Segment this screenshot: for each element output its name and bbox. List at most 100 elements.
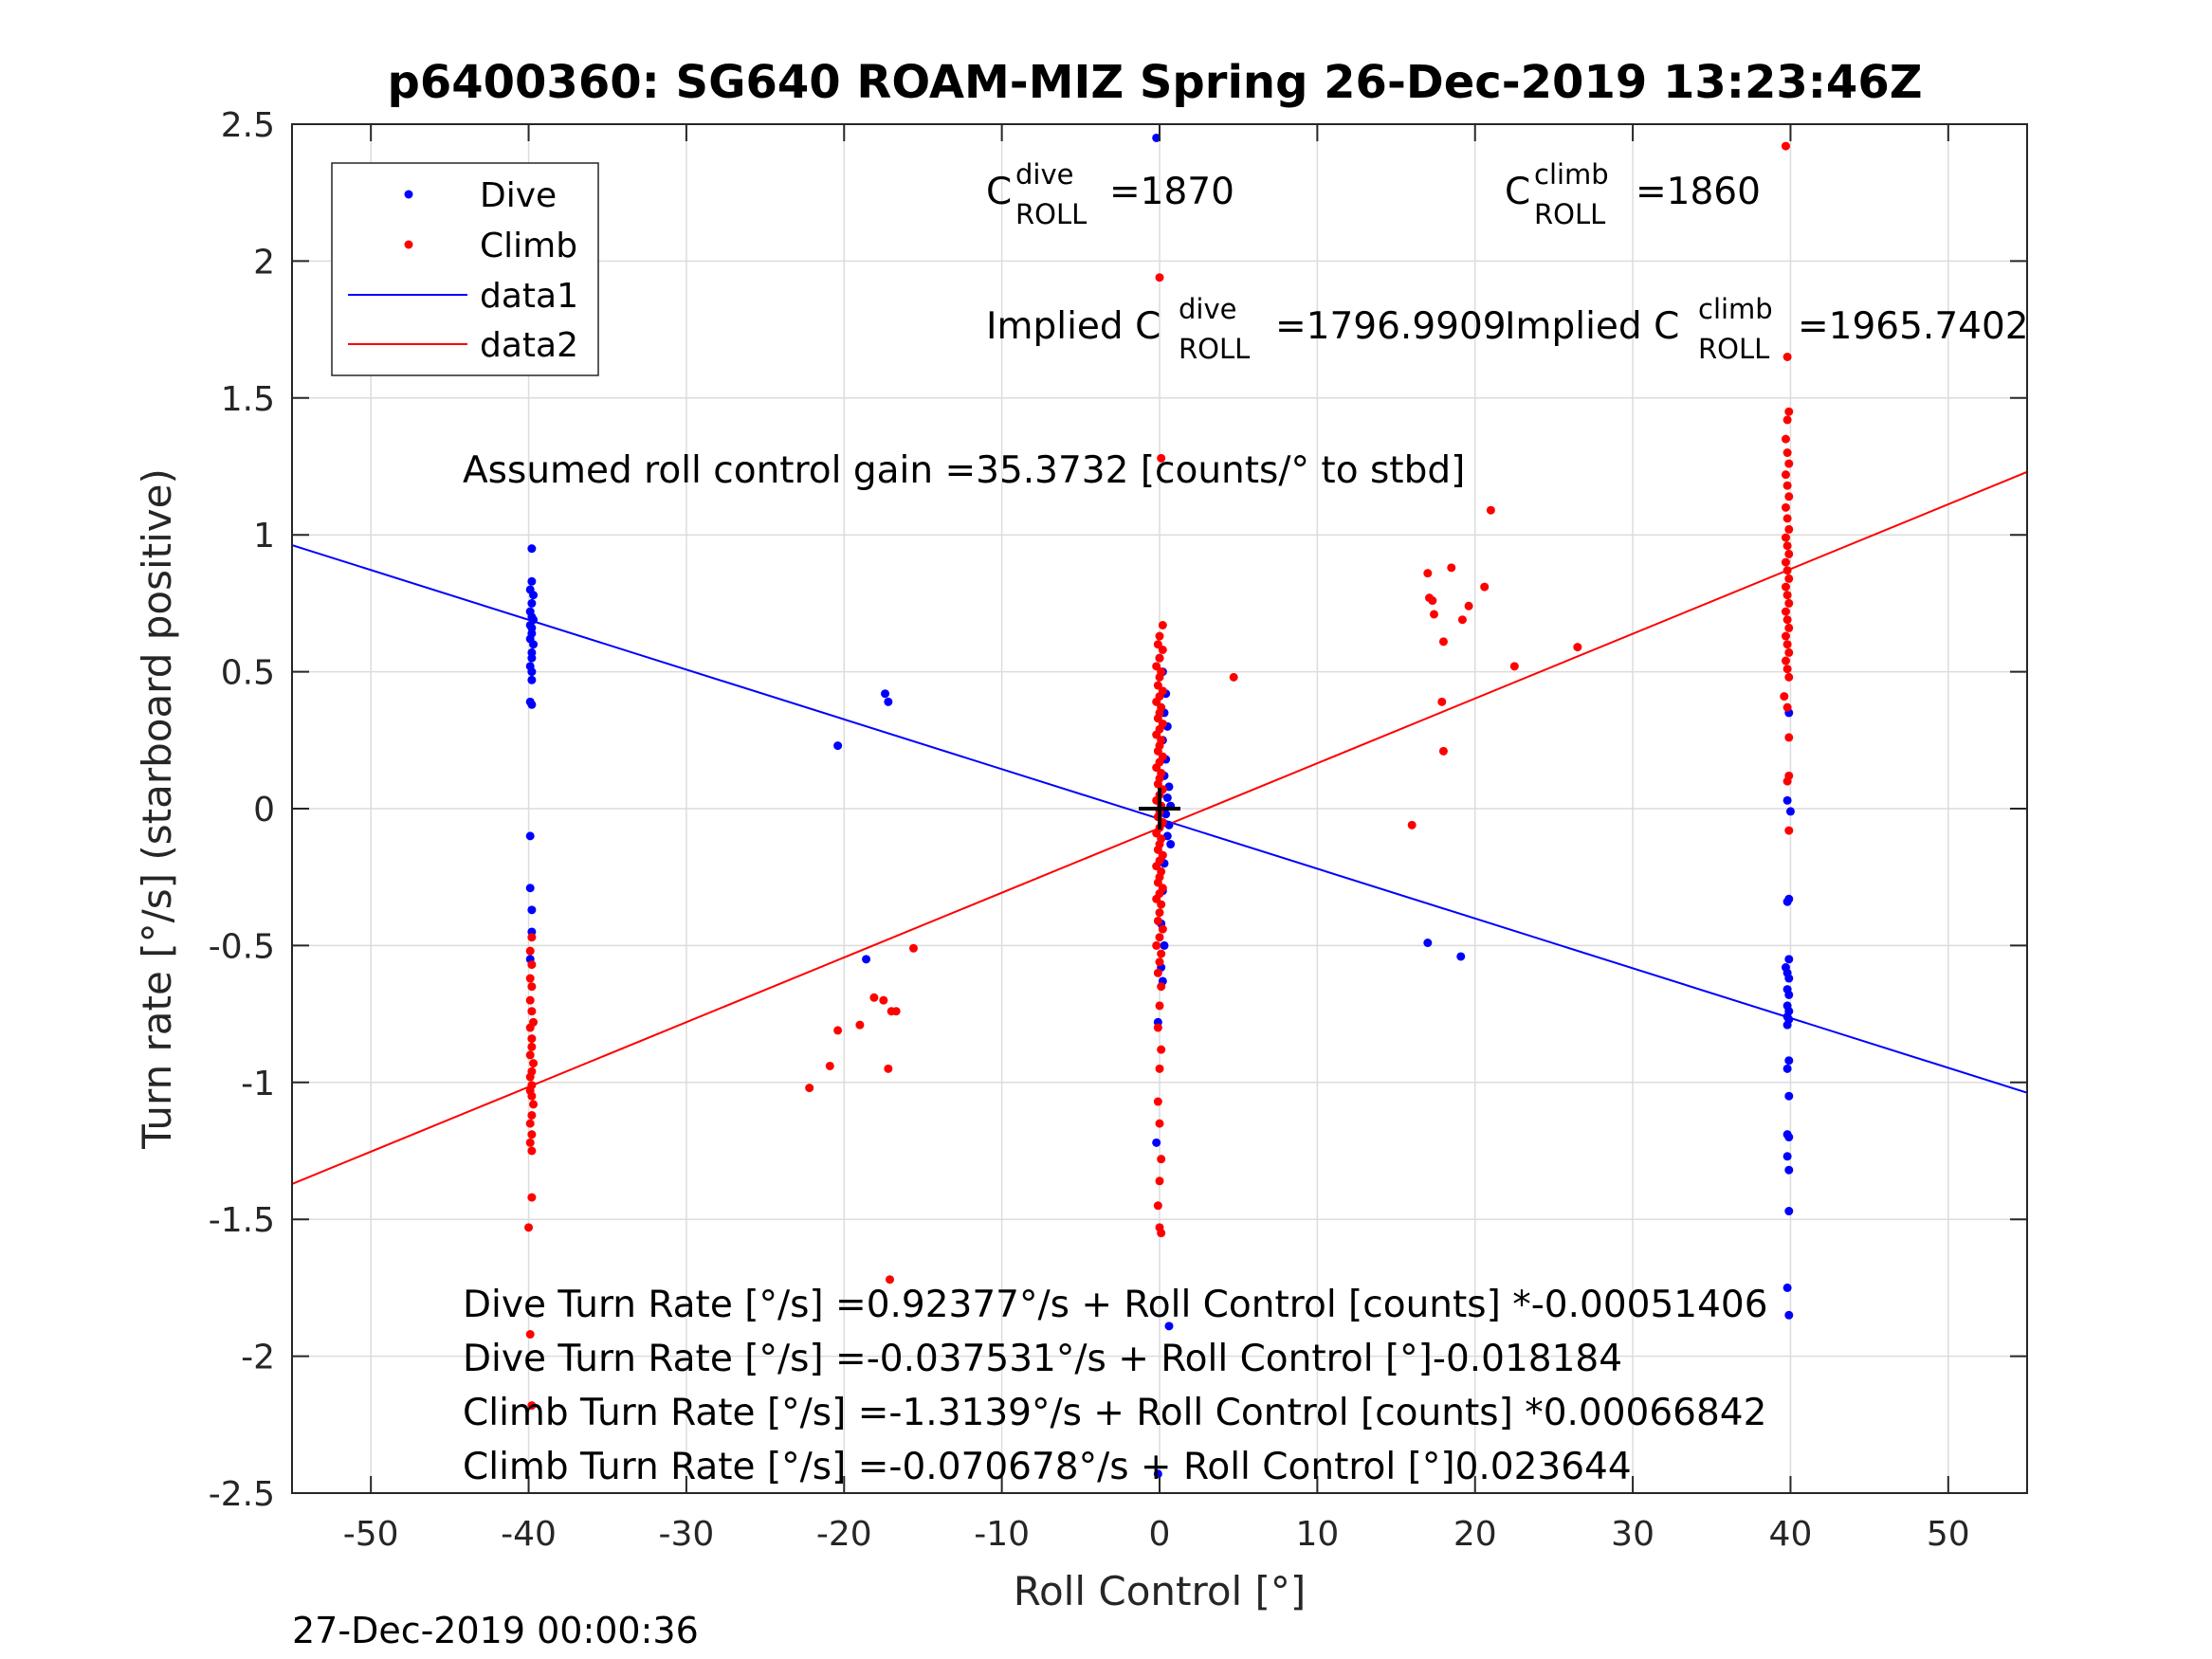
dive-point: [1784, 1091, 1794, 1101]
climb-point: [1438, 637, 1448, 647]
climb-point: [833, 1026, 843, 1035]
climb-point: [525, 1023, 535, 1032]
climb-point: [1782, 702, 1792, 712]
dive-point: [884, 697, 893, 706]
implied-climb-sup: climb: [1698, 293, 1773, 325]
climb-point: [1155, 672, 1164, 682]
climb-point: [1781, 470, 1790, 480]
dive-point: [1782, 897, 1792, 906]
climb-fit-counts: Climb Turn Rate [°/s] =-1.3139°/s + Roll…: [463, 1392, 1766, 1434]
climb-point: [1781, 557, 1790, 567]
dive-point: [1784, 955, 1794, 964]
climb-point: [825, 1061, 834, 1070]
climb-point: [1782, 352, 1792, 361]
dive-point: [1162, 793, 1172, 802]
climb-point: [1781, 631, 1790, 641]
x-tick-label: 0: [1149, 1515, 1171, 1554]
climb-point: [1153, 1201, 1162, 1211]
y-tick-label: -2: [241, 1339, 275, 1377]
climb-point: [1784, 672, 1794, 682]
implied-dive-prefix: Implied C: [986, 305, 1161, 348]
y-axis-ticks: -2.5 -2 -1.5 -1 -0.5 0 0.5 1 1.5 2 2.5: [209, 106, 2027, 1514]
climb-point: [884, 1064, 893, 1073]
climb-point: [1153, 968, 1162, 977]
climb-point: [527, 1401, 537, 1411]
x-tick-label: 50: [1927, 1515, 1970, 1554]
climb-point: [1784, 733, 1794, 742]
dive-point: [1784, 1310, 1794, 1320]
climb-point: [527, 1193, 537, 1202]
climb-point: [1157, 1045, 1166, 1054]
dive-point: [1784, 1165, 1794, 1175]
dive-point: [1160, 940, 1169, 950]
climb-point: [1157, 982, 1166, 992]
climb-point: [879, 995, 888, 1005]
dive-point: [1782, 1152, 1792, 1161]
implied-dive-value: =1796.9909: [1275, 305, 1507, 348]
climb-point: [1784, 826, 1794, 835]
chart-title: p6400360: SG640 ROAM-MIZ Spring 26-Dec-2…: [387, 56, 1922, 109]
climb-point: [1155, 1001, 1164, 1011]
dive-point: [1782, 1020, 1792, 1030]
dive-point: [527, 598, 537, 608]
climb-point: [1155, 1064, 1164, 1073]
climb-point: [1152, 940, 1161, 950]
dive-fit-counts: Dive Turn Rate [°/s] =0.92377°/s + Roll …: [463, 1284, 1768, 1326]
climb-point: [525, 1329, 535, 1339]
y-tick-label: 2: [253, 243, 275, 282]
climb-point: [1153, 916, 1162, 925]
climb-point: [524, 1223, 534, 1232]
climb-point: [1407, 820, 1417, 830]
x-tick-label: -10: [974, 1515, 1030, 1554]
dive-point: [527, 667, 537, 677]
climb-point: [1781, 656, 1790, 665]
climb-point: [805, 1084, 814, 1093]
climb-point: [1155, 933, 1164, 942]
footer-timestamp: 27-Dec-2019 00:00:36: [292, 1610, 699, 1651]
climb-point: [1784, 549, 1794, 558]
climb-point: [1428, 596, 1437, 606]
dive-point: [862, 955, 871, 964]
climb-point: [1158, 645, 1167, 654]
climb-point: [1780, 692, 1789, 702]
climb-point: [1782, 514, 1792, 523]
dive-point: [525, 884, 535, 893]
climb-point: [1782, 415, 1792, 425]
climb-point: [1429, 610, 1438, 619]
climb-point: [1784, 598, 1794, 608]
climb-point: [1437, 697, 1447, 706]
legend: Dive Climb data1 data2: [331, 162, 599, 376]
c-climb-value: =1860: [1636, 171, 1761, 213]
climb-point: [525, 1050, 535, 1060]
c-dive-base: C: [986, 171, 1012, 213]
climb-point: [1784, 623, 1794, 632]
climb-point: [886, 1275, 895, 1285]
climb-point: [527, 1130, 537, 1139]
climb-point: [525, 1119, 535, 1128]
climb-point: [1155, 631, 1164, 641]
climb-point: [1486, 505, 1495, 515]
dive-point: [881, 689, 890, 699]
implied-c-roll-dive-annotation: Implied C dive ROLL =1796.9909: [986, 293, 1507, 365]
climb-point: [869, 993, 879, 1002]
y-tick-label: 1: [253, 517, 275, 556]
climb-fit-degrees: Climb Turn Rate [°/s] =-0.070678°/s + Ro…: [463, 1446, 1632, 1488]
climb-point: [1784, 574, 1794, 583]
c-climb-sub: ROLL: [1534, 198, 1605, 230]
dive-point: [527, 905, 537, 915]
dive-point: [527, 653, 537, 663]
legend-climb-marker: [404, 240, 413, 249]
climb-point: [1782, 566, 1792, 575]
y-tick-label: -1.5: [209, 1201, 275, 1240]
x-axis-label: Roll Control [°]: [1014, 1568, 1307, 1614]
y-axis-label: Turn rate [°/s] (starboard positive): [134, 468, 180, 1150]
dive-point: [833, 741, 843, 751]
climb-point: [1573, 643, 1582, 652]
climb-point: [1153, 1097, 1162, 1106]
y-tick-label: 0: [253, 791, 275, 830]
climb-point: [525, 974, 535, 983]
y-tick-label: -0.5: [209, 927, 275, 966]
climb-point: [1782, 615, 1792, 625]
climb-point: [1447, 563, 1456, 573]
implied-dive-sub: ROLL: [1179, 333, 1250, 365]
